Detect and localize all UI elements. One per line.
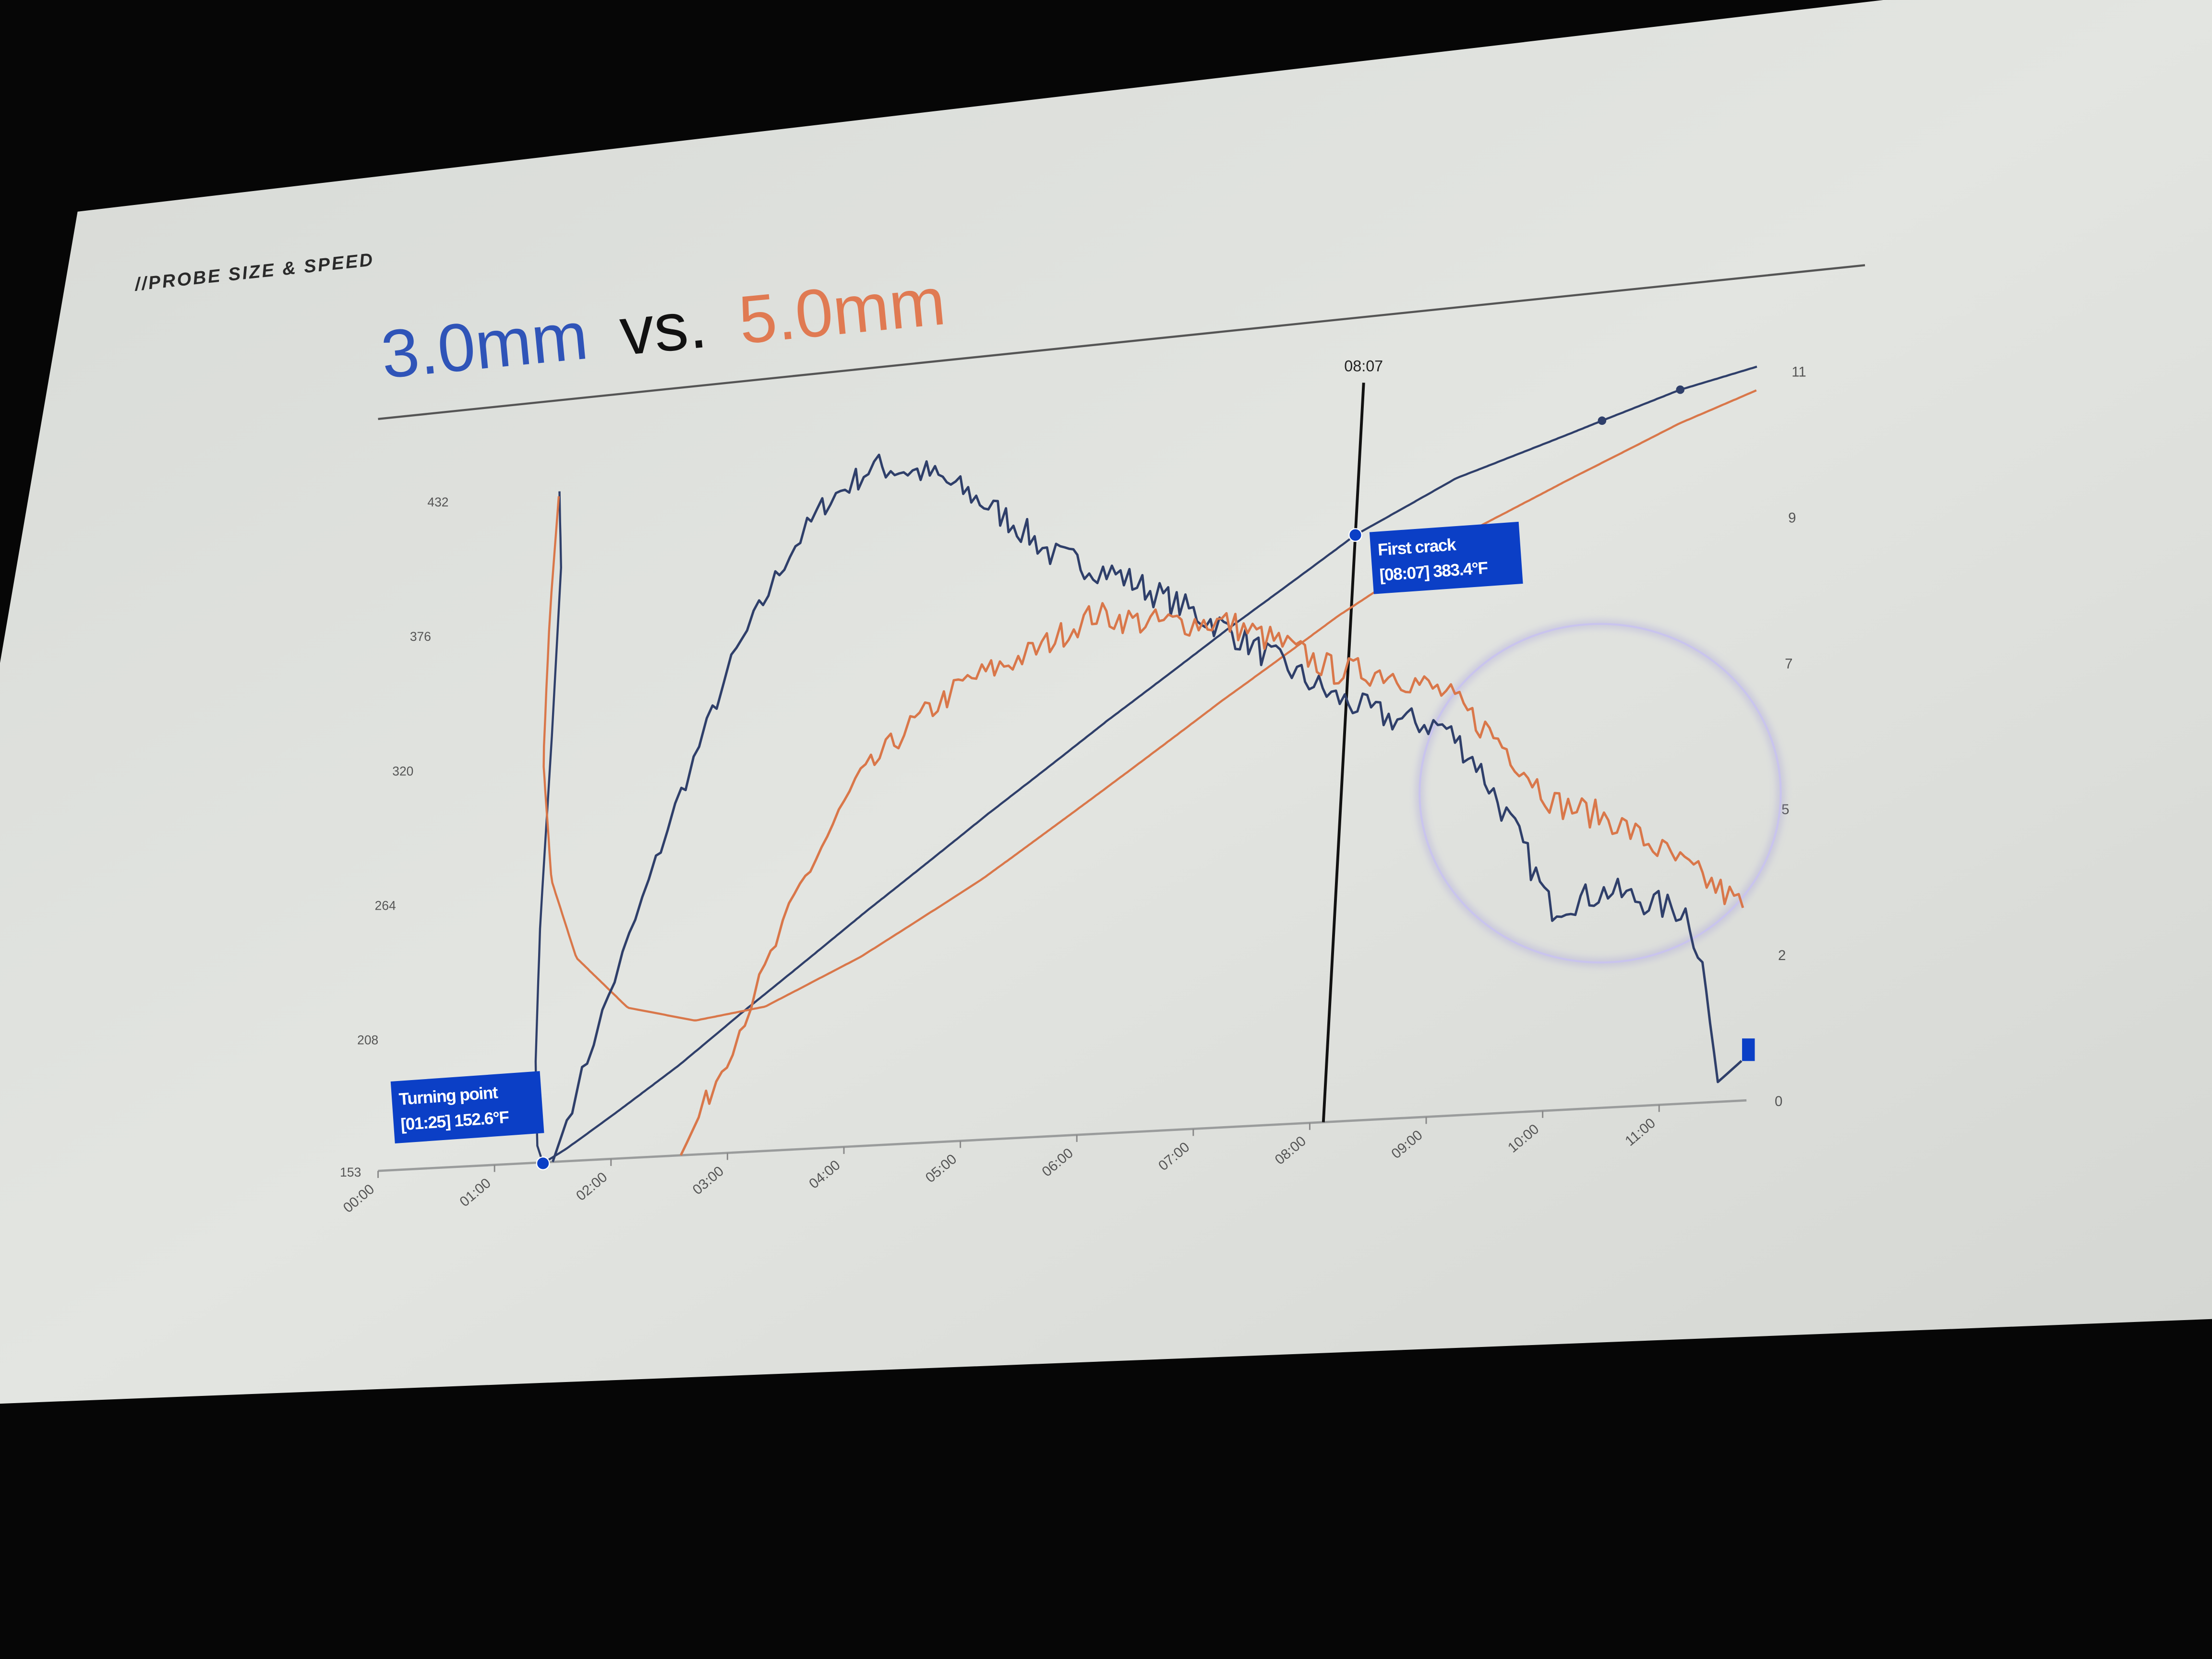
roast-chart: 00:00 01:00 02:00 03:00 04:00 05:00 06:00 07:00… [340,358,1806,1216]
y-right-tick-label: 2 [1778,948,1786,963]
y-left-tick-label: 153 [340,1165,361,1179]
y-right-tick-label: 7 [1785,656,1792,672]
y-right-tick-label: 11 [1791,364,1806,380]
turning-point-dot[interactable] [536,1156,550,1170]
slide-header: //PROBE SIZE & SPEED 3.0mm vs. 5.0mm [133,249,1865,421]
3-0mm-temperature-line [534,365,1757,1164]
y-left-tick-label: 376 [410,629,431,644]
first-crack-vertical-line [1322,383,1365,1122]
y-left-tick-label: 208 [357,1033,378,1047]
vertical-line-time-label: 08:07 [1344,358,1383,375]
y-right-tick-label: 0 [1775,1094,1782,1109]
5-0mm-rate-of-rise-line [680,602,1744,1156]
y-left-tick-label: 432 [427,495,448,509]
first-crack-dot[interactable] [1348,528,1362,542]
event-dot [1598,416,1607,425]
y-right-tick-label: 9 [1788,510,1796,526]
first-crack-annotation-box [1369,521,1523,594]
title-vs: vs. [616,286,710,370]
5-0mm-temperature-line [542,389,1757,1022]
x-axis-line [378,1099,1747,1172]
turning-point-annotation: Turning point[01:25] 152.6°F [390,1071,544,1144]
event-dot [1676,385,1685,394]
first-crack-annotation: First crack[08:07] 383.4°F [1369,521,1523,594]
turning-point-annotation-box [390,1071,544,1144]
y-left-tick-label: 264 [375,899,396,913]
3-0mm-rate-of-rise-line [552,453,1743,1163]
title-underline [378,264,1865,421]
projection-screen [0,0,2212,1404]
roast-end-icon [1742,1038,1755,1061]
highlight-ring [1419,623,1782,964]
y-left-tick-label: 320 [392,764,413,778]
